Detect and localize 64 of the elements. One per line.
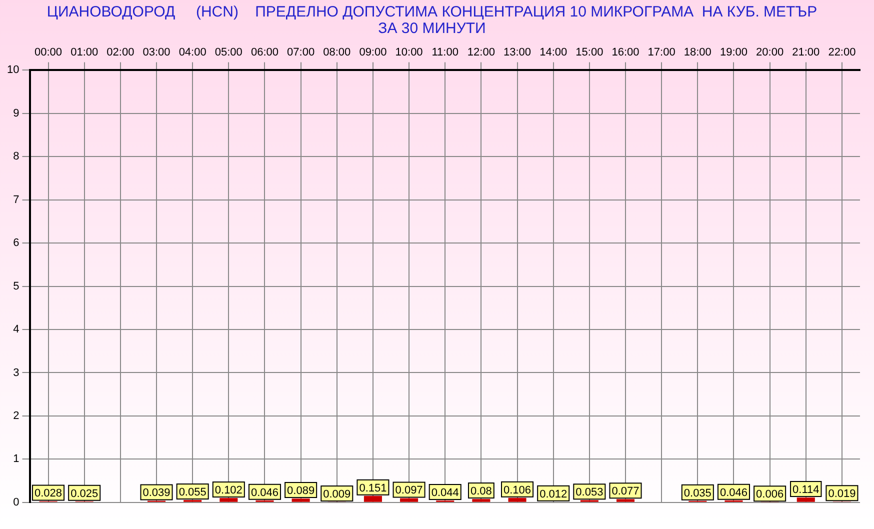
data-label: 0.039: [142, 487, 170, 500]
bar: [220, 498, 238, 502]
x-tick-label: 15:00: [576, 46, 604, 59]
data-label: 0.025: [70, 488, 98, 500]
x-tick-label: 05:00: [214, 46, 242, 59]
bar: [292, 498, 310, 502]
y-tick-label: 5: [13, 280, 20, 292]
x-tick-label: 01:00: [70, 46, 98, 59]
chart-title: ЦИАНОВОДОРОД (HCN) ПРЕДЕЛНО ДОПУСТИМА КОНЦЕНТРАЦИЯ 10 МИКРОГРАМА НА КУБ. МЕТЪР ЗА 30 МИНУТИ: [46, 3, 818, 37]
data-label: 0.012: [540, 488, 568, 500]
bar: [616, 499, 635, 502]
bar: [508, 498, 526, 502]
data-label: 0.097: [395, 484, 423, 497]
x-tick-label: 04:00: [178, 46, 206, 59]
data-label: 0.019: [828, 488, 856, 500]
x-tick-label: 03:00: [142, 46, 170, 59]
x-tick-label: 21:00: [792, 46, 820, 59]
data-label: 0.089: [287, 485, 315, 498]
bar: [400, 498, 418, 502]
y-tick-label: 8: [13, 150, 20, 163]
y-tick-label: 2: [13, 410, 20, 422]
x-tick-label: 22:00: [828, 46, 856, 59]
y-tick-label: 4: [13, 324, 20, 336]
data-label: 0.046: [720, 486, 748, 499]
data-label: 0.046: [250, 486, 278, 499]
data-label: 0.055: [178, 486, 206, 499]
data-label: 0.006: [756, 488, 784, 501]
x-tick-label: 13:00: [504, 46, 532, 59]
y-tick-label: 6: [13, 237, 20, 250]
y-tick-label: 0: [13, 496, 20, 508]
x-tick-label: 02:00: [106, 46, 134, 59]
bar: [796, 497, 815, 502]
data-label: 0.077: [612, 486, 640, 498]
bar: [364, 496, 382, 502]
x-tick-label: 07:00: [287, 46, 315, 59]
data-label: 0.102: [214, 484, 242, 497]
data-label: 0.151: [359, 482, 387, 494]
y-tick-label: 9: [13, 107, 20, 120]
y-tick-label: 3: [13, 366, 20, 379]
y-tick-label: 10: [6, 64, 20, 76]
x-tick-label: 09:00: [359, 46, 387, 59]
data-label: 0.009: [323, 488, 351, 501]
x-tick-label: 16:00: [612, 46, 640, 59]
x-tick-label: 14:00: [540, 46, 568, 59]
bar: [472, 498, 490, 502]
x-tick-label: 11:00: [432, 46, 458, 59]
y-tick-label: 7: [13, 194, 20, 206]
data-label: 0.035: [684, 487, 712, 500]
x-tick-label: 06:00: [250, 46, 278, 59]
x-tick-label: 10:00: [395, 46, 423, 59]
data-label: 0.028: [34, 488, 62, 500]
data-label: 0.114: [792, 484, 820, 496]
x-tick-label: 18:00: [684, 46, 712, 59]
y-tick-label: 1: [13, 453, 20, 466]
data-label: 0.106: [504, 484, 532, 496]
x-tick-label: 12:00: [467, 46, 495, 59]
data-label: 0.053: [576, 486, 604, 499]
x-tick-label: 17:00: [648, 46, 676, 59]
data-label: 0.08: [470, 485, 492, 498]
x-tick-label: 20:00: [756, 46, 784, 59]
x-tick-label: 00:00: [34, 46, 62, 59]
x-tick-label: 08:00: [323, 46, 351, 59]
data-label: 0.044: [431, 487, 459, 500]
x-tick-label: 19:00: [720, 46, 748, 59]
